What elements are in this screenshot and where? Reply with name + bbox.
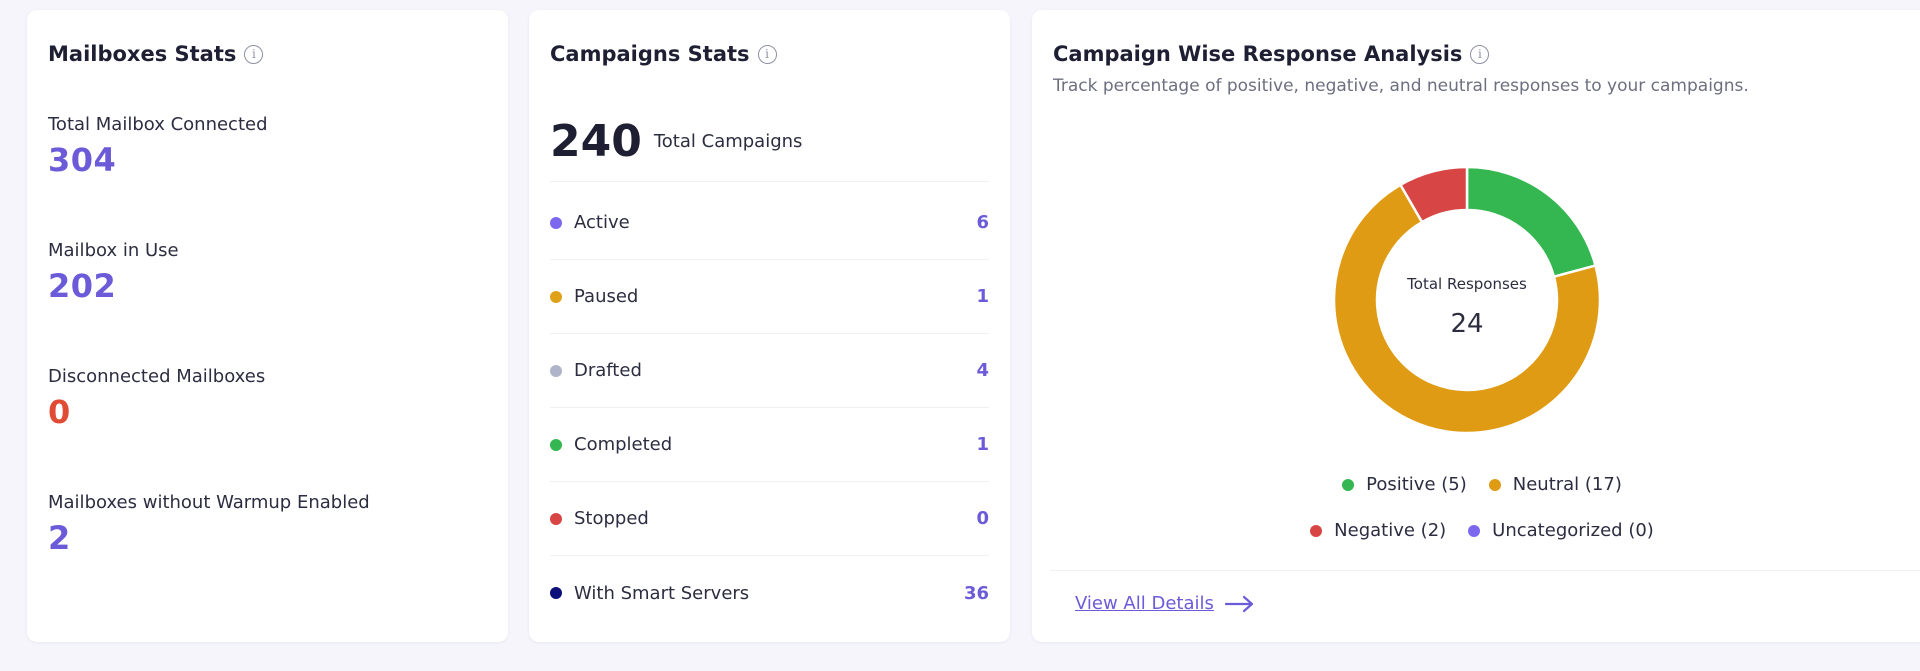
stat-label: Disconnected Mailboxes [48, 366, 266, 387]
legend-dot-icon [1342, 478, 1355, 491]
status-label: Stopped [574, 508, 649, 529]
legend-dot-icon [1468, 524, 1481, 537]
mailboxes-stats-title: Mailboxes Stats i [48, 42, 264, 66]
stat-label: Mailboxes without Warmup Enabled [48, 492, 370, 513]
stat-label: Total Mailbox Connected [48, 114, 268, 135]
legend-dot-icon [1310, 524, 1323, 537]
legend-item-negative[interactable]: Negative (2) [1310, 520, 1446, 541]
legend-item-uncategorized[interactable]: Uncategorized (0) [1468, 520, 1654, 541]
stat-total-mailbox-connected: Total Mailbox Connected 304 [48, 114, 268, 179]
stat-value: 0 [48, 393, 71, 431]
response-analysis-card: Campaign Wise Response Analysis i Track … [1032, 10, 1920, 642]
status-dot-icon [550, 512, 562, 525]
status-count: 1 [976, 434, 989, 455]
legend-dot-icon [1488, 478, 1501, 491]
stat-value: 202 [48, 267, 117, 305]
status-label: Active [574, 212, 630, 233]
status-dot-icon [550, 364, 562, 377]
donut-slice-negative[interactable] [1398, 165, 1469, 224]
legend-item-positive[interactable]: Positive (5) [1342, 474, 1467, 495]
legend-row: Negative (2) Uncategorized (0) [1032, 520, 1920, 541]
mailboxes-stats-card: Mailboxes Stats i Total Mailbox Connecte… [27, 10, 508, 642]
campaigns-stats-title: Campaigns Stats i [550, 42, 777, 66]
donut-slices [1332, 165, 1602, 435]
status-row-paused[interactable]: Paused 1 [550, 260, 989, 334]
status-label: With Smart Servers [574, 582, 750, 604]
response-analysis-title-text: Campaign Wise Response Analysis [1053, 42, 1463, 66]
status-row-active[interactable]: Active 6 [550, 186, 989, 260]
stat-disconnected-mailboxes: Disconnected Mailboxes 0 [48, 366, 265, 431]
stat-label: Mailbox in Use [48, 240, 179, 261]
status-dot-icon [550, 216, 562, 229]
divider [1050, 570, 1920, 571]
mailboxes-stats-title-text: Mailboxes Stats [48, 42, 237, 66]
total-campaigns-value: 240 [550, 116, 642, 167]
total-campaigns-label: Total Campaigns [653, 131, 803, 152]
stat-value: 2 [48, 519, 71, 557]
info-icon[interactable]: i [1470, 44, 1490, 64]
status-count: 4 [976, 360, 989, 381]
status-row-drafted[interactable]: Drafted 4 [550, 334, 989, 408]
status-label: Drafted [574, 360, 642, 381]
donut-center-label: Total Responses [1406, 275, 1527, 293]
total-campaigns-row: 240 Total Campaigns [550, 116, 989, 182]
status-dot-icon [550, 290, 562, 303]
campaigns-stats-card: Campaigns Stats i 240 Total Campaigns Ac… [529, 10, 1010, 642]
status-label: Paused [574, 286, 639, 307]
legend-row: Positive (5) Neutral (17) [1032, 474, 1920, 495]
legend-label: Positive (5) [1366, 474, 1467, 495]
response-donut-chart: Total Responses 24 [1332, 165, 1602, 435]
legend-label: Uncategorized (0) [1492, 520, 1654, 541]
status-count: 36 [963, 582, 989, 604]
campaign-status-list: Active 6 Paused 1 Drafted 4 Completed 1 … [550, 186, 989, 630]
status-count: 6 [976, 212, 989, 233]
arrow-right-icon [1224, 595, 1253, 612]
legend-label: Negative (2) [1334, 520, 1447, 541]
legend-item-neutral[interactable]: Neutral (17) [1488, 474, 1622, 495]
view-all-details-link[interactable]: View All Details [1075, 593, 1256, 614]
status-count: 1 [976, 286, 989, 307]
response-analysis-subtitle: Track percentage of positive, negative, … [1053, 76, 1749, 96]
stat-value: 304 [48, 141, 117, 179]
status-count: 0 [976, 508, 989, 529]
info-icon[interactable]: i [757, 44, 777, 64]
donut-slice-neutral[interactable] [1332, 183, 1602, 435]
response-analysis-title: Campaign Wise Response Analysis i [1053, 42, 1490, 66]
info-icon[interactable]: i [244, 44, 264, 64]
status-dot-icon [550, 587, 562, 599]
status-dot-icon [550, 438, 562, 451]
stat-mailbox-in-use: Mailbox in Use 202 [48, 240, 179, 305]
legend-label: Neutral (17) [1512, 474, 1622, 495]
donut-center-value: 24 [1450, 309, 1483, 339]
status-row-smart-servers[interactable]: With Smart Servers 36 [550, 556, 989, 630]
status-label: Completed [574, 434, 673, 455]
view-all-details-label: View All Details [1075, 593, 1214, 614]
status-row-completed[interactable]: Completed 1 [550, 408, 989, 482]
donut-slice-positive[interactable] [1465, 165, 1597, 279]
campaigns-stats-title-text: Campaigns Stats [550, 42, 750, 66]
status-row-stopped[interactable]: Stopped 0 [550, 482, 989, 556]
stat-mailboxes-without-warmup: Mailboxes without Warmup Enabled 2 [48, 492, 370, 557]
